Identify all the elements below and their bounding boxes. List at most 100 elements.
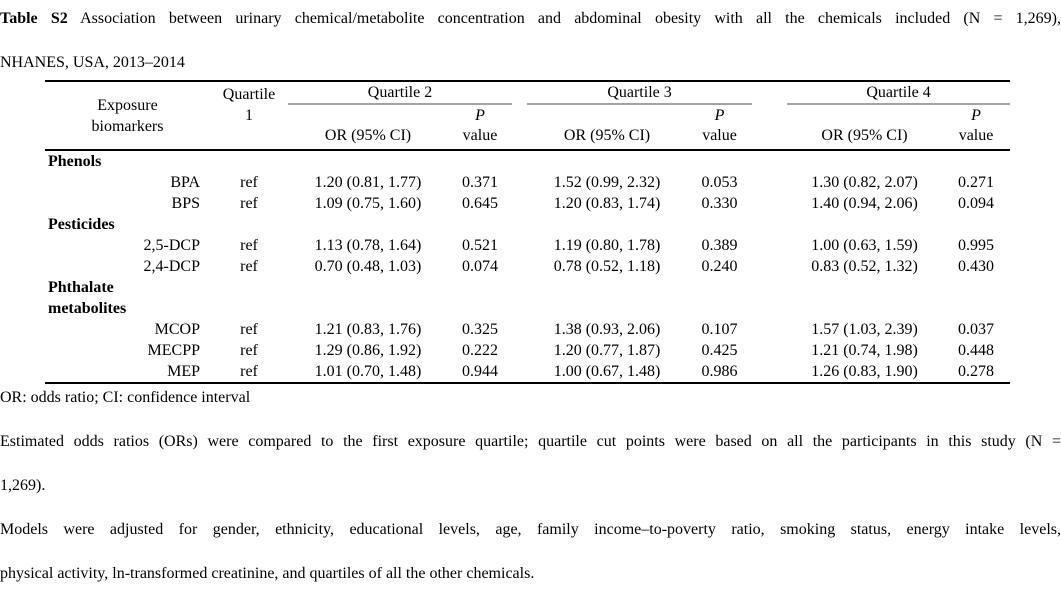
- cell-q3-p: 0.986: [687, 361, 753, 384]
- p-value-word-q3: value: [687, 127, 753, 151]
- column-gap: [512, 235, 527, 256]
- cell-q3-p: 0.107: [701, 321, 738, 338]
- cell-q4-or: 1.21 (0.74, 1.98): [811, 342, 918, 359]
- quartile-2-group-header: Quartile 2: [288, 80, 513, 105]
- cell-q2-p: 0.222: [462, 342, 498, 359]
- cell-q1: ref: [240, 342, 258, 359]
- table-row-mep: MEP ref 1.01 (0.70, 1.48) 0.944 1.00 (0.…: [45, 361, 1011, 384]
- table-row-25dcp: 2,5-DCP ref 1.13 (0.78, 1.64) 0.521 1.19…: [45, 235, 1010, 256]
- cell-q2-p: 0.074: [462, 258, 498, 275]
- cell-q3-or: 1.20 (0.77, 1.87): [553, 342, 661, 359]
- cell-q4-p: 0.271: [958, 174, 995, 191]
- cell-q2-or: 1.01 (0.70, 1.48): [288, 361, 448, 384]
- cell-q3-p: 0.425: [701, 342, 738, 359]
- cell-q1: ref: [240, 258, 258, 275]
- cell-q2-p: 0.645: [462, 195, 498, 212]
- cell-q3-or: 1.19 (0.80, 1.78): [553, 237, 661, 254]
- table-number-label: Table S2: [0, 10, 68, 27]
- p-header-q2: P: [475, 107, 485, 124]
- section-row-phenols: Phenols: [45, 150, 1010, 172]
- column-gap: [512, 340, 527, 361]
- cell-q3-or: 1.00 (0.67, 1.48): [527, 361, 688, 384]
- results-table: Exposure biomarkers Quartile 1 Quartile …: [45, 80, 1011, 384]
- column-gap: [752, 172, 787, 193]
- cell-q4-p: 0.430: [958, 258, 995, 275]
- footnote-abbreviations: OR: odds ratio; CI: confidence interval: [0, 389, 251, 406]
- table-row-mcop: MCOP ref 1.21 (0.83, 1.76) 0.325 1.38 (0…: [45, 319, 1010, 340]
- cell-q4-or: 1.00 (0.63, 1.59): [811, 237, 918, 254]
- cell-q3-p: 0.389: [701, 237, 738, 254]
- cell-q1: ref: [240, 174, 258, 191]
- cell-q4-or: 1.57 (1.03, 2.39): [811, 321, 918, 338]
- title-line-2: NHANES, USA, 2013–2014: [0, 54, 185, 71]
- column-gap: [512, 361, 528, 384]
- biomarker-name: BPA: [170, 174, 200, 191]
- cell-q1: ref: [240, 321, 258, 338]
- section-row-pesticides: Pesticides: [45, 214, 1010, 235]
- table-row-bps: BPS ref 1.09 (0.75, 1.60) 0.645 1.20 (0.…: [45, 193, 1010, 214]
- cell-q2-or: 1.20 (0.81, 1.77): [314, 174, 422, 191]
- p-header-q3: P: [714, 107, 725, 124]
- column-gap: [752, 319, 787, 340]
- section-label: Pesticides: [48, 216, 115, 233]
- or-ci-header-q4: OR (95% CI): [787, 104, 943, 151]
- cell-q3-p: 0.053: [701, 174, 738, 191]
- cell-q3-or: 1.52 (0.99, 2.32): [553, 174, 661, 191]
- table-row-mecpp: MECPP ref 1.29 (0.86, 1.92) 0.222 1.20 (…: [45, 340, 1010, 361]
- section-label: Phenols: [48, 153, 102, 170]
- footnote-models-line-1: Models were adjusted for gender, ethnici…: [0, 521, 1061, 538]
- cell-q4-p: 0.094: [958, 195, 995, 212]
- biomarker-name: MECPP: [147, 342, 200, 359]
- column-gap: [752, 80, 788, 151]
- cell-q2-or: 1.13 (0.78, 1.64): [314, 237, 422, 254]
- cell-q4-or: 0.83 (0.52, 1.32): [811, 258, 918, 275]
- column-gap: [752, 340, 787, 361]
- cell-q2-or: 0.70 (0.48, 1.03): [314, 258, 422, 275]
- cell-q4-p: 0.037: [958, 321, 995, 338]
- footnote-odds-ratio-line-1: Estimated odds ratios (ORs) were compare…: [0, 433, 1061, 450]
- column-gap: [512, 256, 527, 277]
- table-row-bpa: BPA ref 1.20 (0.81, 1.77) 0.371 1.52 (0.…: [45, 172, 1010, 193]
- column-gap: [752, 235, 787, 256]
- cell-q3-or: 0.78 (0.52, 1.18): [553, 258, 661, 275]
- column-gap: [512, 319, 527, 340]
- cell-q1: ref: [240, 237, 258, 254]
- cell-q4-p: 0.448: [958, 342, 995, 359]
- table-title: Table S2 Association between urinary che…: [0, 0, 1061, 85]
- quartile-4-group-header: Quartile 4: [787, 80, 1011, 105]
- footnote-models-line-2: physical activity, ln-transformed creati…: [0, 565, 535, 582]
- cell-q2-p: 0.944: [448, 361, 513, 384]
- cell-q2-p: 0.325: [462, 321, 498, 338]
- column-gap: [752, 193, 787, 214]
- column-gap: [512, 193, 527, 214]
- cell-q1: ref: [210, 361, 288, 384]
- table-row-24dcp: 2,4-DCP ref 0.70 (0.48, 1.03) 0.074 0.78…: [45, 256, 1010, 277]
- section-label: Phthalate metabolites: [48, 279, 127, 317]
- cell-q2-or: 1.29 (0.86, 1.92): [314, 342, 422, 359]
- biomarker-name: 2,4-DCP: [143, 258, 200, 275]
- footnotes: OR: odds ratio; CI: confidence interval …: [0, 376, 1061, 596]
- title-text: Association between urinary chemical/met…: [80, 10, 1061, 27]
- cell-q4-or: 1.30 (0.82, 2.07): [811, 174, 918, 191]
- biomarker-name: BPS: [171, 195, 200, 212]
- or-ci-header-q3: OR (95% CI): [527, 104, 688, 151]
- cell-q3-or: 1.20 (0.83, 1.74): [553, 195, 661, 212]
- cell-q1: ref: [240, 195, 258, 212]
- cell-q4-p: 0.278: [942, 361, 1011, 384]
- cell-q3-or: 1.38 (0.93, 2.06): [553, 321, 661, 338]
- column-gap: [752, 256, 787, 277]
- p-value-word-q2: value: [448, 127, 513, 151]
- footnote-odds-ratio-line-2: 1,269).: [0, 477, 46, 494]
- column-gap: [512, 172, 527, 193]
- exposure-biomarkers-header: Exposure biomarkers: [45, 80, 210, 151]
- column-gap: [752, 361, 788, 384]
- title-line-1: Table S2 Association between urinary che…: [0, 0, 1061, 41]
- cell-q4-or: 1.40 (0.94, 2.06): [811, 195, 918, 212]
- cell-q4-or: 1.26 (0.83, 1.90): [787, 361, 943, 384]
- p-value-word-q4: value: [942, 127, 1011, 151]
- section-row-phthalate-metabolites: Phthalate metabolites: [45, 277, 1010, 319]
- results-table-container: Exposure biomarkers Quartile 1 Quartile …: [45, 80, 1011, 384]
- column-gap: [512, 80, 528, 151]
- biomarker-name: 2,5-DCP: [143, 237, 200, 254]
- p-header-q4: P: [971, 107, 981, 124]
